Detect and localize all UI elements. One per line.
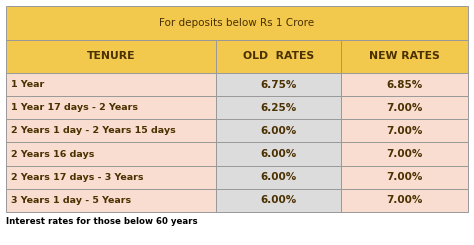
Bar	[6, 119, 216, 143]
Text: 1 Year: 1 Year	[11, 80, 45, 89]
Bar	[341, 73, 468, 96]
Bar	[6, 73, 216, 96]
Bar	[341, 189, 468, 212]
Bar	[216, 96, 341, 119]
Text: Interest rates for those below 60 years: Interest rates for those below 60 years	[6, 217, 197, 226]
Text: 6.00%: 6.00%	[261, 172, 297, 182]
Bar	[341, 119, 468, 143]
Text: 1 Year 17 days - 2 Years: 1 Year 17 days - 2 Years	[11, 103, 138, 112]
Text: 6.00%: 6.00%	[261, 149, 297, 159]
Text: 3 Years 1 day - 5 Years: 3 Years 1 day - 5 Years	[11, 196, 131, 205]
Bar	[341, 40, 468, 73]
Bar	[6, 40, 216, 73]
Text: OLD  RATES: OLD RATES	[243, 51, 314, 61]
Text: 6.85%: 6.85%	[387, 80, 423, 90]
Text: 7.00%: 7.00%	[386, 195, 423, 205]
Text: 7.00%: 7.00%	[386, 149, 423, 159]
Bar	[6, 189, 216, 212]
Bar	[216, 143, 341, 166]
Bar	[216, 189, 341, 212]
Text: For deposits below Rs 1 Crore: For deposits below Rs 1 Crore	[159, 18, 315, 28]
Text: 6.00%: 6.00%	[261, 195, 297, 205]
Text: 6.00%: 6.00%	[261, 126, 297, 136]
Text: 2 Years 17 days - 3 Years: 2 Years 17 days - 3 Years	[11, 173, 144, 182]
Text: NEW RATES: NEW RATES	[369, 51, 440, 61]
Text: 6.75%: 6.75%	[260, 80, 297, 90]
Bar	[341, 166, 468, 189]
Bar	[216, 119, 341, 143]
Bar	[6, 143, 216, 166]
Text: 2 Years 1 day - 2 Years 15 days: 2 Years 1 day - 2 Years 15 days	[11, 126, 176, 135]
Bar	[216, 166, 341, 189]
Text: 6.25%: 6.25%	[261, 103, 297, 113]
Bar	[341, 143, 468, 166]
Bar	[216, 73, 341, 96]
Bar	[6, 6, 468, 40]
Bar	[341, 96, 468, 119]
Text: 2 Years 16 days: 2 Years 16 days	[11, 149, 95, 159]
Text: TENURE: TENURE	[87, 51, 135, 61]
Bar	[216, 40, 341, 73]
Bar	[6, 96, 216, 119]
Text: 7.00%: 7.00%	[386, 103, 423, 113]
Text: 7.00%: 7.00%	[386, 172, 423, 182]
Text: 7.00%: 7.00%	[386, 126, 423, 136]
Bar	[6, 166, 216, 189]
